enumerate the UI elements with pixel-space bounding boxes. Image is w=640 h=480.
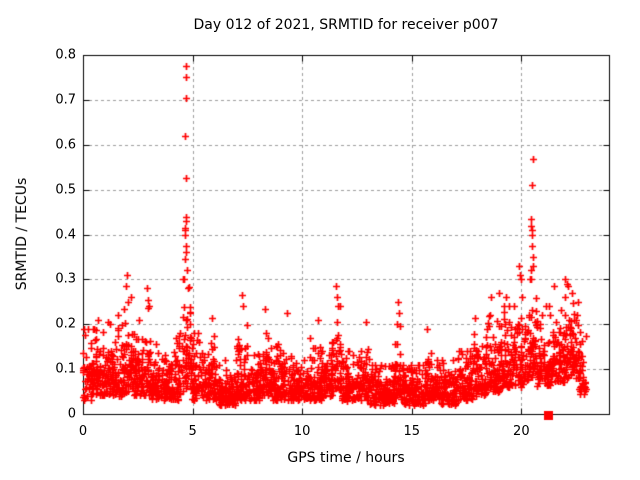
- y-tick-label: 0.1: [55, 361, 76, 377]
- y-tick-label: 0: [67, 406, 76, 422]
- y-tick-label: 0.5: [55, 182, 76, 198]
- x-tick-label: 20: [513, 424, 530, 439]
- x-tick-label: 0: [78, 424, 88, 439]
- x-tick-label: 15: [403, 424, 421, 439]
- y-tick-label: 0.7: [55, 92, 76, 108]
- y-tick-label: 0.2: [55, 316, 76, 332]
- x-axis-label: GPS time / hours: [287, 450, 405, 466]
- y-tick-label: 0.6: [55, 137, 76, 153]
- x-tick-label: 5: [188, 424, 197, 439]
- chart-title: Day 012 of 2021, SRMTID for receiver p00…: [193, 17, 499, 33]
- y-tick-label: 0.4: [55, 227, 76, 242]
- y-tick-label: 0.8: [55, 47, 76, 63]
- x-tick-label: 10: [293, 424, 311, 439]
- y-tick-label: 0.3: [55, 271, 76, 287]
- y-axis-label: SRMTID / TECUs: [14, 177, 30, 291]
